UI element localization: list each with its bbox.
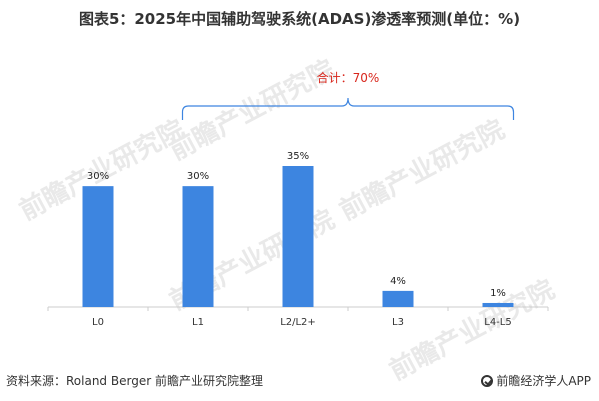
bar xyxy=(482,302,514,307)
x-tick-label: L4-L5 xyxy=(484,317,511,328)
x-tick-label: L2/L2+ xyxy=(280,317,316,328)
x-tick-label: L1 xyxy=(192,317,204,328)
total-annotation: 合计：70% xyxy=(317,70,380,85)
data-label: 30% xyxy=(187,171,209,182)
data-label: 1% xyxy=(490,288,506,299)
x-tick-label: L3 xyxy=(392,317,404,328)
data-label: 4% xyxy=(390,276,406,287)
bar xyxy=(82,186,114,307)
data-label: 35% xyxy=(287,151,309,162)
chart-title: 图表5：2025年中国辅助驾驶系统(ADAS)渗透率预测(单位：%) xyxy=(78,10,521,28)
total-bracket xyxy=(181,97,515,120)
brand-label: 前瞻经济学人APP xyxy=(481,372,591,389)
x-tick-label: L0 xyxy=(92,317,104,328)
brand-logo-icon xyxy=(481,375,494,387)
brand-text: 前瞻经济学人APP xyxy=(496,374,591,388)
source-note: 资料来源：Roland Berger 前瞻产业研究院整理 xyxy=(6,374,263,388)
bar xyxy=(382,290,414,307)
bar xyxy=(282,166,314,307)
data-label: 30% xyxy=(87,171,109,182)
bar xyxy=(182,186,214,307)
